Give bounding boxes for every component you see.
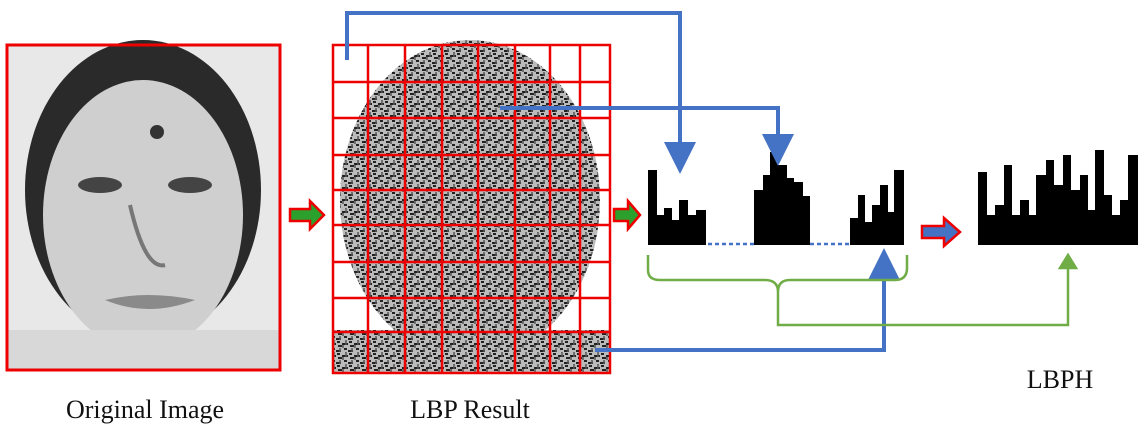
label: Original Image bbox=[66, 395, 224, 424]
histograms bbox=[648, 150, 1138, 245]
label: LBP Result bbox=[410, 395, 530, 424]
bracket bbox=[648, 255, 1076, 325]
original-image bbox=[7, 40, 280, 370]
label: LBPH bbox=[1027, 365, 1094, 394]
diagram: Original Image LBP Result LBPH bbox=[0, 0, 1144, 427]
lbp-image bbox=[333, 40, 610, 373]
